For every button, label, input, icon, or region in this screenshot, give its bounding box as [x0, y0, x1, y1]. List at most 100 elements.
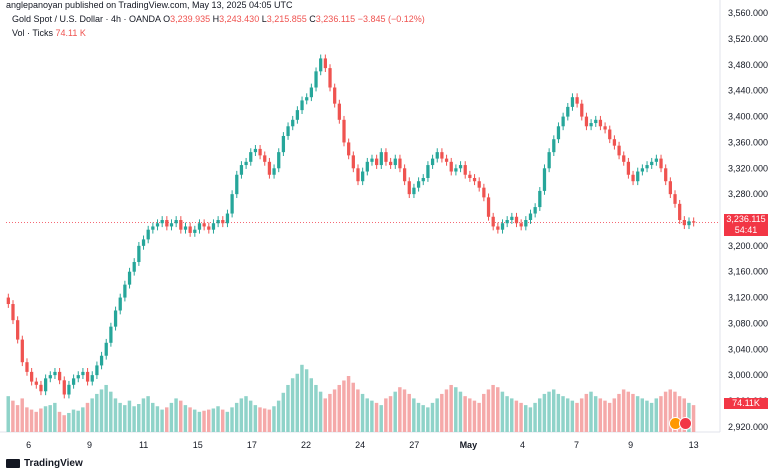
bar-countdown: 54:41: [734, 225, 758, 235]
volume-bar: [76, 410, 80, 432]
volume-bar: [533, 402, 537, 432]
candle-body: [221, 220, 225, 224]
candle-body: [183, 226, 188, 230]
candle-body: [538, 190, 542, 208]
candle-body: [71, 378, 76, 385]
candle-body: [449, 161, 453, 172]
candle-body: [253, 148, 258, 153]
candle-body: [687, 221, 691, 226]
candle-body: [141, 239, 146, 246]
x-tick-label: 4: [520, 440, 525, 450]
volume-bar: [169, 402, 174, 432]
candle-body: [216, 220, 220, 224]
candle-body: [654, 158, 659, 162]
candle-body: [580, 103, 584, 117]
volume-bar: [365, 398, 369, 432]
candle-body: [659, 158, 663, 169]
y-tick-label: 3,120.000: [728, 293, 768, 303]
tradingview-logo-icon: [6, 458, 20, 468]
y-tick-label: 3,000.000: [728, 370, 768, 380]
candle-body: [458, 165, 463, 169]
volume-bar: [635, 396, 640, 432]
volume-bar: [309, 378, 314, 432]
candle-body: [463, 165, 467, 175]
y-tick-label: 3,280.000: [728, 189, 768, 199]
volume-bar: [561, 396, 565, 432]
candle-body: [486, 197, 491, 217]
volume-bar: [556, 393, 561, 432]
volume-bar: [449, 384, 453, 432]
candle-body: [594, 119, 598, 124]
volume-bar: [239, 398, 244, 432]
candle-body: [561, 116, 565, 127]
candle-body: [11, 304, 15, 321]
candle-body: [20, 339, 24, 363]
candle-body: [668, 181, 672, 195]
x-tick-label: 17: [247, 440, 257, 450]
volume-bar: [537, 398, 542, 432]
candle-body: [412, 187, 416, 195]
candle-body: [692, 221, 696, 223]
candle-body: [123, 284, 127, 298]
candle-body: [174, 220, 178, 224]
volume-bar: [421, 405, 425, 432]
volume-bar: [617, 393, 621, 432]
volume-bar: [230, 407, 234, 432]
candle-body: [16, 320, 20, 340]
volume-bar: [547, 391, 551, 432]
candle-body: [682, 220, 686, 226]
candle-body: [361, 171, 365, 182]
candle-body: [95, 365, 99, 376]
volume-bar: [276, 400, 281, 432]
volume-bar: [575, 402, 579, 432]
volume-bar: [314, 384, 318, 432]
volume-bar: [384, 398, 388, 432]
candle-body: [482, 187, 486, 198]
high-label: H: [212, 14, 220, 24]
volume-bar: [248, 400, 253, 432]
volume-bar: [123, 405, 127, 432]
volume-bar: [673, 391, 677, 432]
candle-body: [309, 87, 314, 98]
volume-bar: [407, 393, 411, 432]
candle-body: [188, 226, 192, 233]
candle-body: [379, 152, 383, 166]
y-tick-label: 3,200.000: [728, 241, 768, 251]
volume-bar: [57, 411, 62, 432]
open-value: 3,239.935: [170, 14, 211, 24]
volume-bar: [342, 380, 346, 432]
candle-body: [333, 87, 337, 104]
publisher-badge-icon[interactable]: [669, 417, 695, 430]
volume-bar: [388, 396, 393, 432]
candle-body: [62, 380, 66, 395]
candle-body: [48, 375, 52, 379]
y-tick-label: 3,480.000: [728, 60, 768, 70]
volume-bar: [659, 396, 663, 432]
candle-body: [319, 58, 323, 72]
volume-bar: [631, 393, 635, 432]
candle-body: [552, 139, 556, 153]
candle-body: [388, 161, 393, 166]
candle-body: [622, 155, 626, 162]
candle-body: [169, 223, 174, 227]
candle-body: [81, 371, 85, 376]
volume-bar: [67, 412, 71, 432]
candle-body: [225, 213, 230, 224]
volume-bar: [85, 402, 90, 432]
volume-bar: [603, 400, 607, 432]
candle-body: [402, 168, 407, 182]
volume-bar: [351, 382, 355, 432]
volume-bar: [607, 402, 612, 432]
volume-bar: [132, 406, 136, 432]
candle-body: [645, 165, 649, 169]
volume-bar: [370, 400, 374, 432]
candle-body: [137, 245, 141, 263]
volume-bar: [179, 400, 183, 432]
candle-body: [109, 326, 113, 343]
candle-body: [612, 139, 617, 146]
candle-body: [472, 177, 477, 182]
y-tick-label: 3,040.000: [728, 344, 768, 354]
volume-bar: [463, 396, 467, 432]
tradingview-logo[interactable]: TradingView: [6, 458, 83, 469]
